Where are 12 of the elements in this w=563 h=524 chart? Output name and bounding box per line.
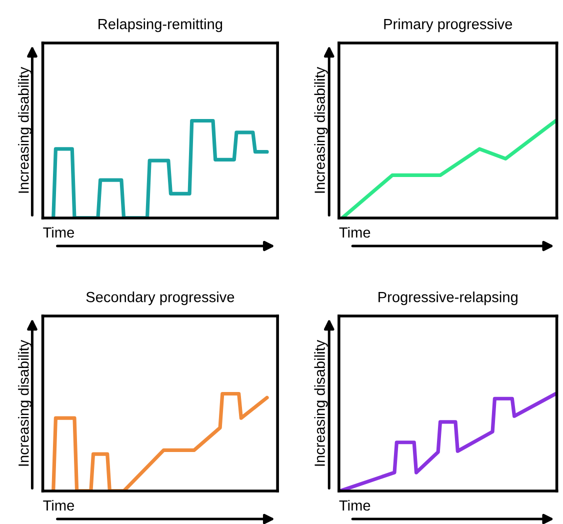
x-axis-title: Time [43, 226, 74, 238]
y-axis-title: Increasing disability [314, 340, 328, 466]
y-axis-title: Increasing disability [18, 340, 32, 466]
x-axis-title: Time [43, 500, 74, 511]
chart-title: Primary progressive [384, 18, 512, 32]
x-axis-title: Time [339, 226, 370, 238]
chart-title: Secondary progressive [86, 292, 234, 306]
chart-title: Relapsing-remitting [98, 18, 222, 32]
y-axis-title: Increasing disability [18, 66, 32, 193]
y-axis-title: Increasing disability [314, 66, 328, 193]
chart-title: Progressive-relapsing [378, 292, 518, 306]
x-axis-title: Time [339, 500, 370, 511]
